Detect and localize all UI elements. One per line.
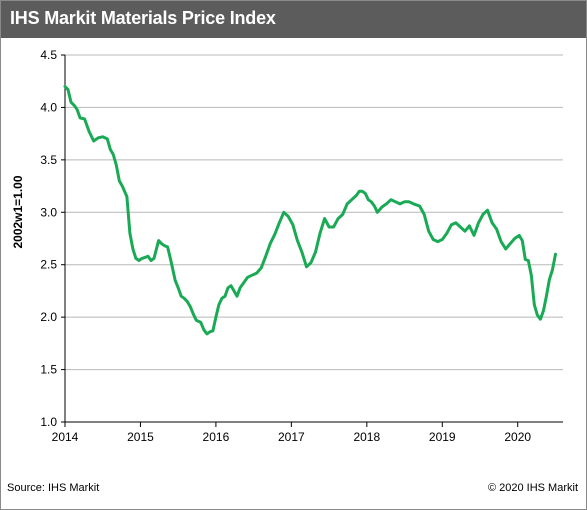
- y-tick-labels: 1.0 1.5 2.0 2.5 3.0 3.5 4.0 4.5: [40, 48, 57, 429]
- series-group: [63, 85, 557, 336]
- x-tick-label: 2020: [504, 430, 531, 444]
- copyright-note: © 2020 IHS Markit: [487, 482, 578, 494]
- chart-title: IHS Markit Materials Price Index: [10, 8, 276, 28]
- y-tick-label: 1.0: [40, 415, 57, 429]
- y-tick-label: 4.5: [40, 48, 57, 62]
- y-axis-label: 2002w1=1.00: [11, 175, 25, 248]
- series-line: [63, 85, 557, 336]
- x-tick-label: 2015: [127, 430, 154, 444]
- source-note: Source: IHS Markit: [7, 482, 100, 494]
- y-tick-label: 2.5: [40, 258, 57, 272]
- x-tick-label: 2018: [353, 430, 380, 444]
- axes: [61, 54, 563, 427]
- x-tick-label: 2019: [429, 430, 456, 444]
- y-tick-label: 2.0: [40, 310, 57, 324]
- y-tick-label: 3.0: [40, 205, 57, 219]
- y-tick-label: 3.5: [40, 153, 57, 167]
- y-tick-label: 4.0: [40, 100, 57, 114]
- y-tick-label: 1.5: [40, 363, 57, 377]
- gridlines: [65, 54, 563, 371]
- x-tick-labels: 2014 2015 2016 2017 2018 2019 2020: [52, 430, 532, 444]
- x-tick-label: 2016: [203, 430, 230, 444]
- x-tick-label: 2017: [278, 430, 305, 444]
- title-bar: IHS Markit Materials Price Index: [1, 1, 586, 38]
- x-tick-label: 2014: [52, 430, 79, 444]
